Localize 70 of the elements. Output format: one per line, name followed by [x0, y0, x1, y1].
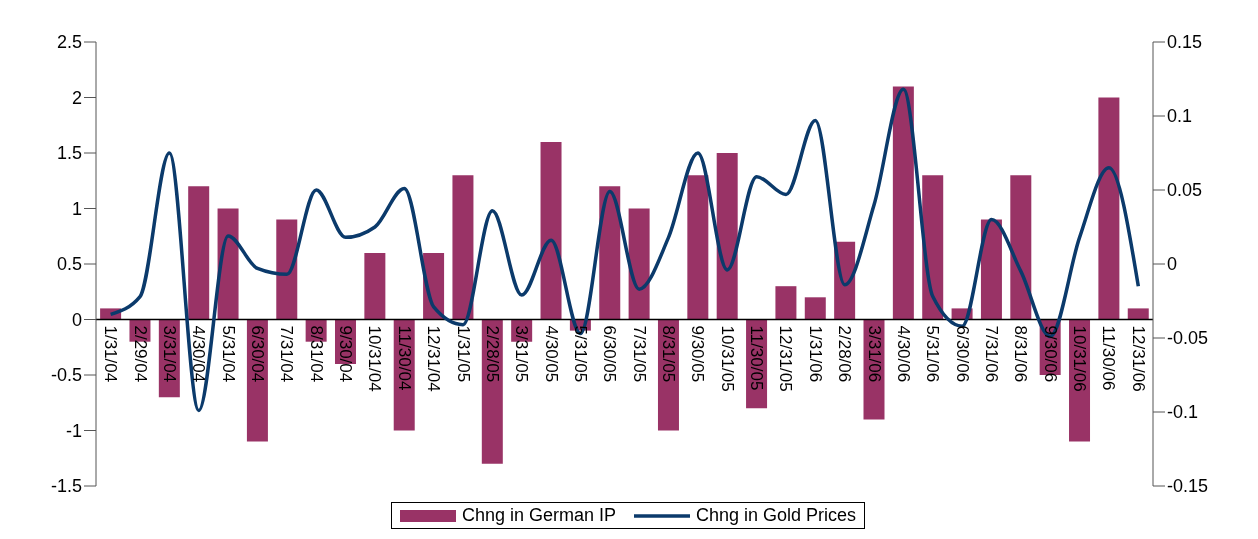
y-tick-label: 0.5: [56, 254, 82, 275]
y2-tick-label: -0.1: [1167, 402, 1199, 423]
y-tick-label: 1: [71, 198, 82, 219]
y-tick-label: 2.5: [56, 32, 82, 53]
x-tick-label: 7/31/06: [982, 325, 1002, 383]
bar: [452, 175, 474, 320]
x-tick-label: 9/30/04: [336, 325, 356, 383]
bar: [540, 141, 562, 320]
x-tick-label: 7/31/05: [629, 325, 649, 383]
bar: [1098, 97, 1120, 320]
x-tick-label: 9/30/06: [1040, 325, 1060, 383]
x-tick-label: 10/31/05: [717, 325, 737, 392]
x-tick-label: 6/30/06: [952, 325, 972, 383]
bar: [599, 186, 621, 320]
x-tick-label: 9/30/05: [688, 325, 708, 383]
y2-tick-label: 0.05: [1167, 180, 1203, 201]
x-tick-label: 3/31/04: [159, 325, 179, 383]
x-tick-label: 5/31/04: [218, 325, 238, 383]
x-tick-label: 8/31/06: [1011, 325, 1031, 383]
y-tick-label: -1: [65, 420, 82, 441]
bar: [364, 252, 386, 320]
x-tick-label: 3/31/05: [512, 325, 532, 383]
x-tick-label: 12/31/04: [424, 325, 444, 392]
x-tick-label: 4/30/06: [893, 325, 913, 383]
x-tick-label: 11/30/05: [747, 325, 767, 391]
x-tick-label: 6/30/05: [600, 325, 620, 383]
x-tick-label: 7/31/04: [277, 325, 297, 383]
x-tick-label: 1/31/04: [101, 325, 121, 383]
bar: [188, 186, 210, 320]
x-tick-label: 11/30/06: [1099, 325, 1119, 391]
x-tick-label: 5/31/06: [923, 325, 943, 383]
x-tick-label: 1/31/05: [453, 325, 473, 383]
x-tick-label: 2/28/06: [835, 325, 855, 383]
x-tick-label: 10/31/04: [365, 325, 385, 392]
x-tick-label: 5/31/05: [570, 325, 590, 383]
x-tick-label: 3/31/06: [864, 325, 884, 383]
x-tick-label: 2/28/05: [482, 325, 502, 383]
bar: [892, 86, 914, 320]
x-tick-label: 12/31/06: [1128, 325, 1148, 392]
y2-tick-label: -0.05: [1167, 328, 1209, 349]
x-tick-label: 2/29/04: [130, 325, 150, 383]
bar: [775, 286, 797, 320]
bar: [687, 175, 709, 320]
y-tick-label: 0: [71, 309, 82, 330]
y-tick-label: -1.5: [50, 476, 82, 497]
x-tick-label: 11/30/04: [394, 325, 414, 391]
y2-tick-label: -0.15: [1167, 476, 1209, 497]
legend-label: Chng in Gold Prices: [695, 505, 857, 526]
x-tick-label: 12/31/05: [776, 325, 796, 392]
y-tick-label: -0.5: [50, 365, 82, 386]
x-tick-label: 8/31/05: [659, 325, 679, 383]
y2-tick-label: 0.15: [1167, 32, 1203, 53]
bar: [980, 219, 1002, 320]
x-tick-label: 1/31/06: [805, 325, 825, 383]
y-tick-label: 1.5: [56, 143, 82, 164]
bar: [276, 219, 298, 320]
x-tick-label: 4/30/05: [541, 325, 561, 383]
y2-tick-label: 0.1: [1167, 106, 1193, 127]
bar: [628, 208, 650, 320]
x-tick-label: 4/30/04: [189, 325, 209, 383]
y2-tick-label: 0: [1167, 254, 1178, 275]
bar: [804, 297, 826, 320]
x-tick-label: 8/31/04: [306, 325, 326, 383]
x-tick-label: 6/30/04: [247, 325, 267, 383]
bar: [1010, 175, 1032, 320]
legend-label: Chng in German IP: [460, 505, 616, 526]
x-tick-label: 10/31/06: [1070, 325, 1090, 392]
y-tick-label: 2: [71, 87, 82, 108]
bar: [1127, 308, 1149, 320]
bar: [716, 153, 738, 320]
